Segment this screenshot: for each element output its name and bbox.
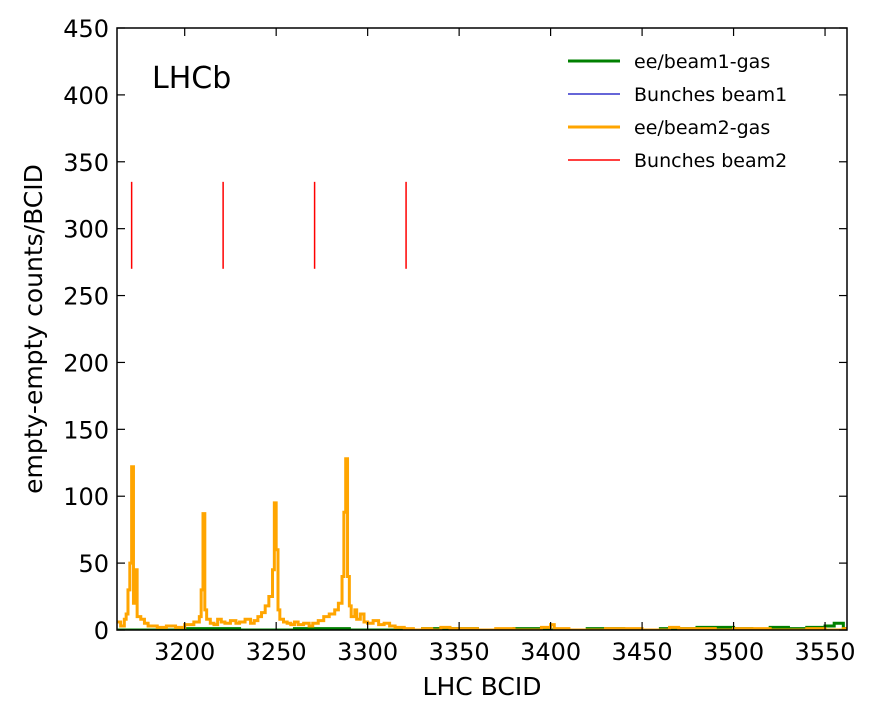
legend-label: ee/beam2-gas [634,117,770,139]
x-tick-label: 3500 [703,638,764,666]
x-tick-label: 3400 [520,638,581,666]
x-tick-label: 3550 [795,638,856,666]
y-tick-label: 150 [63,416,109,444]
y-tick-label: 350 [63,149,109,177]
y-tick-label: 0 [94,617,109,645]
annotation-label: LHCb [152,61,231,96]
y-tick-label: 400 [63,82,109,110]
y-tick-label: 300 [63,216,109,244]
y-tick-label: 200 [63,349,109,377]
series-line-ee-beam2-gas [117,457,847,630]
y-tick-label: 450 [63,15,109,43]
y-tick-label: 100 [63,483,109,511]
x-tick-label: 3250 [246,638,307,666]
x-axis-label: LHC BCID [423,672,542,701]
x-tick-label: 3300 [337,638,398,666]
y-tick-label: 250 [63,283,109,311]
legend-label: Bunches beam2 [634,150,787,172]
legend: ee/beam1-gas Bunches beam1 ee/beam2-gas Bun… [568,51,787,172]
y-axis-label: empty-empty counts/BCID [19,164,48,494]
legend-label: ee/beam1-gas [634,51,770,73]
legend-label: Bunches beam1 [634,84,787,106]
plot-frame [116,27,848,631]
y-tick-label: 50 [78,550,109,578]
x-tick-label: 3200 [154,638,215,666]
x-tick-label: 3350 [429,638,490,666]
x-tick-label: 3450 [612,638,673,666]
